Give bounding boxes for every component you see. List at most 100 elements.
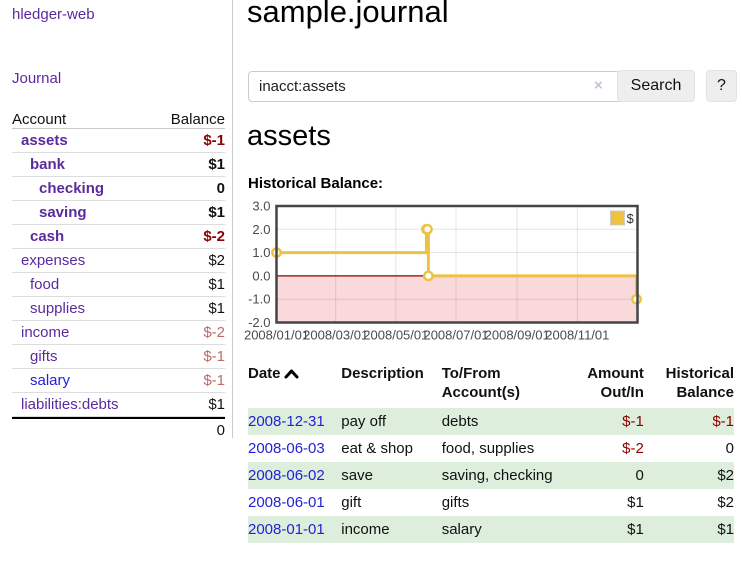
column-header-tofrom-line2: Account(s) [441, 384, 521, 401]
account-link-liabilities-debts[interactable]: liabilities:debts [21, 396, 119, 413]
transaction-date-link[interactable]: 2008-06-03 [248, 440, 325, 457]
clear-search-icon[interactable]: × [594, 77, 603, 94]
transaction-row: 2008-06-01 gift gifts $1 $2 [248, 489, 734, 516]
register-header-row: Date Description To/From Account(s) Amou… [248, 362, 734, 408]
account-balance: $1 [208, 156, 225, 173]
accounts-total-balance: 0 [216, 422, 225, 439]
transaction-date-link[interactable]: 2008-12-31 [248, 413, 325, 430]
accounts-header-balance: Balance [170, 111, 225, 128]
svg-text:-2.0: -2.0 [248, 315, 270, 330]
chart-canvas: $3.0 2.0 1.0 0.0 -1.0 -2.02008/01/012008/03/0… [244, 199, 642, 343]
account-link-cash[interactable]: cash [30, 228, 65, 245]
account-balance: $1 [208, 396, 225, 413]
transaction-row: 2008-01-01 income salary $1 $1 [248, 516, 734, 543]
sidebar-item-journal[interactable]: Journal [12, 70, 62, 87]
transaction-description: save [341, 467, 373, 484]
transaction-accounts: debts [441, 413, 479, 430]
transaction-accounts: salary [441, 521, 482, 538]
accounts-header-row: Account Balance [12, 103, 225, 129]
transaction-row: 2008-06-02 save saving, checking 0 $2 [248, 462, 734, 489]
account-balance: $1 [208, 276, 225, 293]
transaction-description: eat & shop [341, 440, 413, 457]
transaction-date-link[interactable]: 2008-06-02 [248, 467, 325, 484]
transaction-date-link[interactable]: 2008-01-01 [248, 521, 325, 538]
account-row-food: food $1 [12, 273, 225, 297]
transaction-row: 2008-12-31 pay off debts $-1 $-1 [248, 408, 734, 435]
transaction-amount: $-1 [622, 413, 644, 430]
sort-ascending-icon [284, 368, 299, 379]
account-link-expenses[interactable]: expenses [21, 252, 86, 269]
search-button[interactable]: Search [617, 70, 695, 102]
search-input[interactable] [248, 71, 634, 102]
column-header-amount-line2: Out/In [600, 384, 644, 401]
sidebar-divider [232, 0, 233, 438]
account-balance: 0 [216, 180, 225, 197]
chart-label: Historical Balance: [248, 175, 384, 192]
account-balance: $-1 [203, 372, 225, 389]
transaction-accounts: food, supplies [441, 440, 535, 457]
svg-text:1.0: 1.0 [252, 245, 270, 260]
account-balance: $-1 [203, 348, 225, 365]
column-header-date[interactable]: Date [248, 362, 341, 408]
account-row-liabilities-debts: liabilities:debts $1 [12, 393, 225, 417]
account-link-bank[interactable]: bank [30, 156, 66, 173]
transaction-description: income [341, 521, 390, 538]
account-link-saving[interactable]: saving [39, 204, 87, 221]
historical-balance-chart: $3.0 2.0 1.0 0.0 -1.0 -2.0 2008/01/01 2008/03/0… [244, 199, 648, 350]
account-link-gifts[interactable]: gifts [30, 348, 58, 365]
svg-text:2008/09/01: 2008/09/01 [485, 328, 550, 343]
svg-text:0.0: 0.0 [252, 268, 270, 283]
column-header-tofrom-line1: To/From [441, 365, 501, 382]
transaction-balance: $2 [717, 467, 734, 484]
svg-text:2008/03/01: 2008/03/01 [303, 328, 368, 343]
transaction-balance: $2 [717, 494, 734, 511]
transaction-date-link[interactable]: 2008-06-01 [248, 494, 325, 511]
account-balance: $1 [208, 300, 225, 317]
transaction-accounts: gifts [441, 494, 470, 511]
account-link-checking[interactable]: checking [39, 180, 105, 197]
accounts-panel: Account Balance assets $-1 bank $1 check… [12, 103, 225, 442]
transaction-row: 2008-06-03 eat & shop food, supplies $-2… [248, 435, 734, 462]
account-link-supplies[interactable]: supplies [30, 300, 86, 317]
column-header-tofrom: To/From Account(s) [442, 362, 572, 408]
svg-text:3.0: 3.0 [252, 199, 270, 214]
account-link-income[interactable]: income [21, 324, 70, 341]
account-balance: $2 [208, 252, 225, 269]
svg-text:2008/11/01: 2008/11/01 [545, 328, 609, 343]
page-title: sample.journal [247, 0, 449, 29]
transaction-amount: $1 [627, 521, 644, 538]
transaction-amount: $1 [627, 494, 644, 511]
account-heading: assets [247, 120, 331, 152]
column-header-amount-line1: Amount [587, 365, 644, 382]
transaction-description: gift [341, 494, 362, 511]
column-header-balance: Historical Balance [644, 362, 734, 408]
svg-text:2008/01/01: 2008/01/01 [244, 328, 309, 343]
account-balance: $-2 [203, 324, 225, 341]
transaction-accounts: saving, checking [441, 467, 553, 484]
transaction-balance: $-1 [712, 413, 734, 430]
svg-text:2008/07/01: 2008/07/01 [423, 328, 488, 343]
account-link-food[interactable]: food [30, 276, 60, 293]
svg-text:-1.0: -1.0 [248, 292, 270, 307]
brand-link[interactable]: hledger-web [12, 6, 95, 23]
account-balance: $-2 [203, 228, 225, 245]
transaction-amount: $-2 [622, 440, 644, 457]
account-link-salary[interactable]: salary [30, 372, 71, 389]
account-row-checking: checking 0 [12, 177, 225, 201]
account-row-cash: cash $-2 [12, 225, 225, 249]
account-link-assets[interactable]: assets [21, 132, 68, 149]
account-row-gifts: gifts $-1 [12, 345, 225, 369]
svg-text:2.0: 2.0 [252, 222, 270, 237]
account-row-income: income $-2 [12, 321, 225, 345]
accounts-total-row: 0 [12, 417, 225, 442]
column-header-date-label: Date [248, 365, 281, 382]
transaction-balance: 0 [725, 440, 734, 457]
help-button[interactable]: ? [706, 70, 737, 102]
account-row-expenses: expenses $2 [12, 249, 225, 273]
account-balance: $1 [208, 204, 225, 221]
column-header-description: Description [341, 365, 424, 382]
account-row-saving: saving $1 [12, 201, 225, 225]
account-row-salary: salary $-1 [12, 369, 225, 393]
account-balance: $-1 [203, 132, 225, 149]
